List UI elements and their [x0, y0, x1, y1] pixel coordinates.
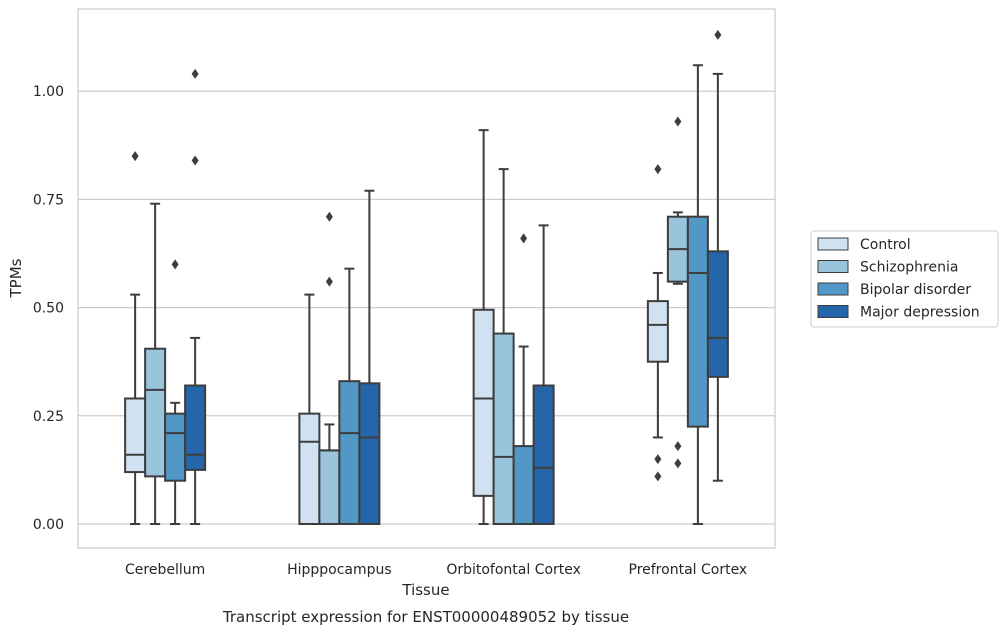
- x-tick-label: Orbitofontal Cortex: [446, 562, 581, 578]
- box-body: [492, 332, 515, 525]
- legend-swatch: [817, 282, 849, 296]
- x-axis-title: Tissue: [401, 581, 449, 599]
- legend-swatch: [817, 305, 849, 318]
- x-tick-labels: Cerebellum Hipppocampus Orbitofontal Corte…: [125, 562, 747, 578]
- outlier-point: [654, 471, 662, 482]
- box-major-depression: [358, 189, 381, 525]
- box-body: [184, 384, 207, 471]
- outlier-point: [714, 29, 722, 40]
- box-body: [512, 445, 535, 526]
- outlier-point: [325, 211, 333, 222]
- box-body: [358, 382, 381, 525]
- x-tick-label: Prefrontal Cortex: [629, 562, 748, 578]
- legend: Control Schizophrenia Bipolar disorder Majo…: [810, 230, 999, 328]
- box-major-depression: [184, 68, 207, 525]
- outlier-point: [520, 233, 528, 244]
- y-tick-labels: 0.000.250.500.751.001.251.501.75: [33, 84, 64, 533]
- outlier-point: [191, 155, 199, 166]
- legend-swatch: [817, 260, 849, 273]
- box-body: [646, 300, 669, 363]
- plot-frame: [77, 8, 776, 549]
- y-axis-title: TPMs: [7, 258, 25, 298]
- box-body: [298, 412, 321, 525]
- box-schizophrenia: [666, 116, 689, 469]
- outlier-point: [131, 151, 139, 162]
- box-major-depression: [706, 29, 729, 482]
- outlier-point: [674, 458, 682, 469]
- legend-label: Schizophrenia: [860, 260, 958, 276]
- legend-label: Control: [860, 237, 911, 253]
- box-body: [318, 449, 341, 526]
- legend-label: Bipolar disorder: [860, 282, 971, 298]
- outlier-point: [654, 454, 662, 465]
- y-tick-label: 0.25: [33, 409, 64, 425]
- box-major-depression: [532, 224, 555, 525]
- outlier-point: [674, 116, 682, 127]
- box-schizophrenia: [318, 211, 341, 526]
- legend-frame: [810, 230, 999, 328]
- chart-caption: Transcript expression for ENST0000048905…: [222, 608, 629, 626]
- y-tick-label: 1.00: [33, 84, 64, 100]
- box-body: [532, 384, 555, 525]
- box-body: [706, 250, 729, 378]
- x-tick-label: Cerebellum: [125, 562, 205, 578]
- legend-label: Major depression: [860, 305, 980, 321]
- outlier-point: [674, 441, 682, 452]
- outlier-point: [191, 68, 199, 79]
- box-body: [164, 412, 187, 482]
- outlier-point: [171, 259, 179, 270]
- box-body: [124, 397, 147, 474]
- y-tick-label: 0.75: [33, 192, 64, 208]
- box-groups: [124, 29, 729, 526]
- y-tick-label: 0.50: [33, 301, 64, 317]
- box-body: [338, 380, 361, 525]
- box-body: [144, 347, 167, 478]
- box-control: [646, 164, 669, 482]
- box-schizophrenia: [144, 202, 167, 525]
- outlier-point: [325, 276, 333, 287]
- legend-swatch: [817, 237, 849, 251]
- box-control: [124, 151, 147, 525]
- box-bipolar-disorder: [164, 259, 187, 525]
- box-body: [472, 308, 495, 497]
- y-tick-label: 0.00: [33, 517, 64, 533]
- x-tick-label: Hipppocampus: [287, 562, 392, 578]
- outlier-point: [654, 164, 662, 175]
- box-body: [686, 215, 709, 428]
- box-schizophrenia: [492, 168, 515, 525]
